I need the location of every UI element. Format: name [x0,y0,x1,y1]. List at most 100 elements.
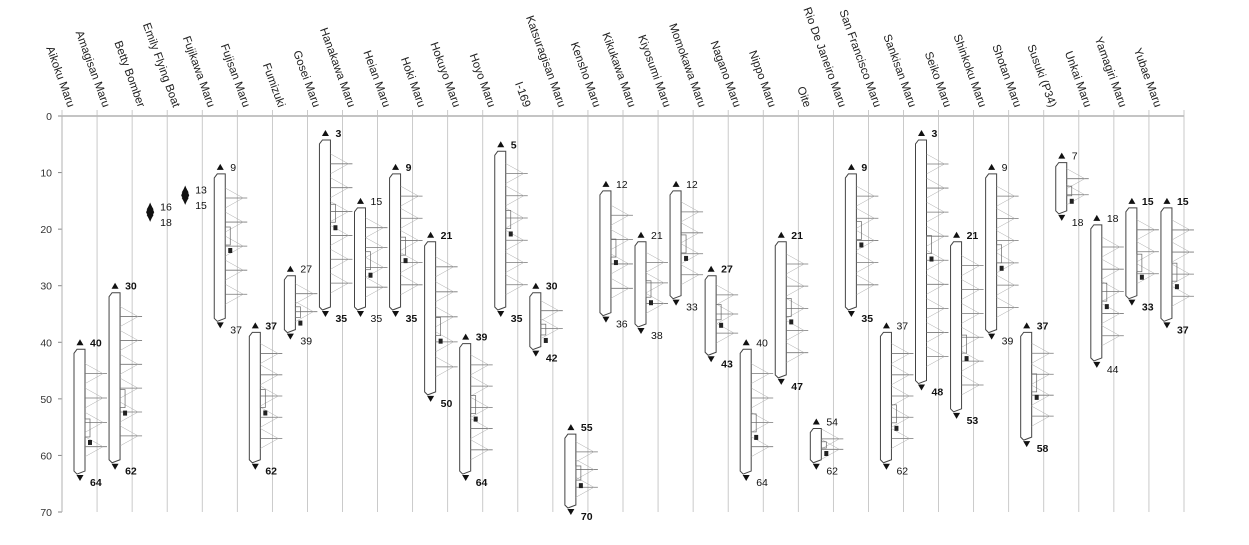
ship-rigging [821,439,840,450]
ship-rigging [119,354,139,365]
max-depth-arrow [602,316,610,323]
min-depth-arrow [988,163,996,170]
min-depth-arrow [1163,197,1171,204]
min-depth-arrow [1128,197,1136,204]
ship-rigging [891,438,910,449]
ship-superstructure [400,236,406,256]
ship-rigging [260,353,279,364]
category-label: Gosei Maru [290,49,322,109]
ship-superstructure [1031,373,1038,393]
min-depth-arrow [742,339,750,346]
ship-rigging [505,262,524,273]
ship-rigging [365,227,384,238]
max-depth-label: 33 [686,302,698,314]
ship-rigging [400,262,419,273]
ship-funnel [824,451,829,457]
ship-rigging [926,260,945,271]
ship-rigging [1031,384,1050,396]
max-depth-label: 53 [967,415,979,427]
max-depth-label: 35 [406,313,418,325]
min-depth-label: 21 [791,230,803,242]
ship-rigging [751,446,770,457]
category-label: Hanakawa Maru [317,26,357,109]
ship-rigging [786,330,805,341]
ship-rigging [470,385,489,397]
ship-rigging [260,395,279,407]
ship-rigging [891,417,910,428]
ship-rigging [891,374,910,386]
ship-rigging [751,373,770,384]
max-depth-arrow [216,322,224,329]
ship-rigging [856,208,875,219]
ship-rigging [260,417,279,428]
ship-rigging [961,374,980,386]
ship-funnel [964,356,969,362]
ship-rigging [365,257,384,268]
ship-rigging [856,230,875,241]
category-label: Kikukawa Maru [599,31,637,109]
min-depth-arrow [181,186,189,193]
ship-rigging [996,252,1015,264]
ship-superstructure [295,306,301,318]
ship-rigging [856,274,875,286]
y-tick-label: 60 [40,450,52,462]
ship-rigging [505,185,524,196]
ship-rigging [470,407,489,418]
ship-superstructure [926,235,932,254]
max-depth-label: 35 [861,313,873,325]
ship-rigging [926,177,945,189]
ship-rigging [505,240,524,251]
ship-rigging [260,385,279,397]
ship-funnel [1069,198,1074,204]
ship-hull [809,427,822,464]
max-depth-arrow [567,509,575,515]
max-depth-label: 48 [932,387,944,399]
ship-rigging [680,232,700,244]
ship-rigging [1031,374,1050,385]
ship-rigging [505,252,524,263]
ship-rigging [926,322,945,333]
ship-superstructure [820,441,827,449]
ship-rigging [996,297,1015,308]
max-depth-label: 64 [90,477,102,489]
ship-rigging [225,187,244,199]
max-depth-label: 35 [511,313,523,325]
ship-superstructure [84,418,91,438]
ship-hull [669,190,682,300]
ship-superstructure [645,280,652,298]
ship-hull [283,275,296,334]
ship-rigging [435,366,454,378]
min-depth-arrow [637,231,645,238]
ship-rigging [1136,241,1155,252]
min-depth-arrow [777,231,785,238]
min-depth-arrow [532,282,540,289]
min-depth-label: 54 [826,416,838,428]
ship-rigging [119,306,139,317]
max-depth-arrow [392,311,400,317]
category-label: Oite [794,85,812,109]
ship-superstructure [470,395,477,414]
ship-rigging [856,185,875,197]
category-label: Hoyo Maru [467,52,498,109]
ship-rigging [716,303,735,315]
ship-rigging [400,274,419,286]
y-tick-label: 20 [40,224,52,236]
min-depth-arrow [427,231,435,238]
ship-rigging [926,235,945,247]
max-depth-label: 15 [195,200,207,212]
ship-funnel [929,256,934,262]
max-depth-arrow [847,311,855,317]
ship-superstructure [259,389,266,408]
ship-rigging [926,308,945,319]
ship-rigging [225,235,244,247]
ship-rigging [84,412,104,423]
ship-rigging [1101,335,1120,346]
ship-rigging [225,221,244,233]
ship-rigging [1171,241,1191,253]
min-depth-label: 12 [616,179,628,191]
ship-rigging [260,343,279,354]
ship-rigging [1031,405,1050,417]
ship-hull [248,331,261,464]
ship-rigging [470,397,489,408]
